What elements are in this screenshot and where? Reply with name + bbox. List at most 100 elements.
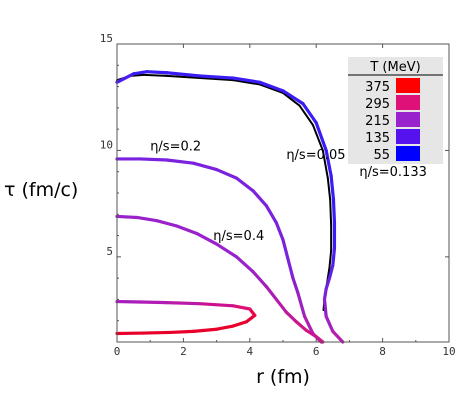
curve-segment (115, 72, 136, 84)
series-curve-3 (116, 73, 333, 312)
curve-segment (231, 320, 249, 328)
y-tick-label: 10 (100, 138, 113, 151)
curve-segment (165, 71, 202, 78)
curve-segment (215, 324, 235, 331)
curve-segment (258, 80, 285, 93)
curve-segment (281, 89, 305, 106)
curve-segment (324, 314, 335, 333)
curve-segment (215, 242, 239, 259)
curve-segment (244, 313, 257, 324)
curve-segment (145, 70, 169, 75)
curve-segment (215, 167, 239, 180)
x-tick-label: 0 (114, 345, 121, 358)
curve-segment (284, 310, 298, 324)
legend-swatch (396, 112, 420, 127)
curve-segment (327, 263, 335, 280)
legend-entry-label: 135 (365, 131, 390, 146)
curve-segment (195, 231, 219, 246)
curve-segment (115, 214, 139, 220)
legend-entry-label: 295 (365, 97, 390, 112)
legend-entry-label: 215 (365, 114, 390, 129)
curve-annotation: η/s=0.4 (213, 229, 264, 244)
curve-segment (165, 301, 202, 306)
curve-segment (314, 121, 328, 153)
x-tick-label: 10 (442, 345, 455, 358)
curve-segment (301, 101, 318, 125)
curve-segment (135, 215, 159, 223)
axis-ticks: 0 2 4 6 8 10 5 10 15 (100, 32, 456, 358)
curve-segment (324, 148, 333, 178)
curve-segment (132, 70, 149, 76)
legend-entry-label: 375 (365, 80, 390, 95)
curve-segment (199, 77, 235, 82)
curve-segment (321, 149, 329, 180)
curve-segment (302, 314, 315, 336)
series-curve-2 (115, 157, 323, 344)
plot-curves (115, 70, 345, 344)
curve-segment (331, 329, 345, 344)
curve-segment (282, 91, 301, 107)
y-tick-label: 15 (100, 32, 113, 45)
x-tick-label: 4 (246, 345, 253, 358)
curve-segment (141, 330, 172, 335)
legend-swatch (396, 95, 420, 110)
curve-segment (264, 285, 278, 302)
curve-segment (165, 74, 201, 80)
curve-segment (296, 291, 307, 319)
curve-segment (168, 329, 195, 335)
curve-segment (286, 257, 295, 280)
curve-segment (251, 189, 268, 208)
x-tick-label: 8 (379, 345, 386, 358)
series-curve-0 (115, 299, 257, 336)
curve-annotation: η/s=0.2 (150, 139, 201, 154)
curve-segment (142, 73, 168, 77)
legend-swatch (396, 129, 420, 144)
curve-segment (322, 297, 328, 319)
curve-segment (294, 320, 308, 332)
curve-segment (328, 249, 333, 269)
curve-segment (258, 83, 284, 94)
curve-segment (198, 302, 235, 308)
curve-annotation: η/s=0.05 (286, 148, 345, 163)
curve-segment (175, 224, 199, 236)
curve-segment (326, 266, 331, 280)
curve-segment (274, 297, 288, 314)
curve-segment (298, 104, 314, 126)
curve-segment (326, 177, 332, 201)
curve-segment (191, 327, 219, 333)
series-curve-4 (115, 70, 345, 344)
legend-entry-label: 55 (373, 148, 390, 163)
curve-segment (281, 238, 290, 261)
x-axis-label: r (fm) (256, 366, 310, 388)
curve-segment (329, 198, 333, 226)
legend-swatch (396, 78, 420, 93)
legend: T (MeV) 375 295 215 135 55 (348, 57, 443, 164)
curve-segment (331, 197, 337, 225)
curve-segment (251, 270, 268, 289)
curve-segment (291, 276, 300, 295)
curve-segment (329, 174, 336, 201)
curve-segment (234, 255, 255, 274)
curve-segment (274, 221, 285, 242)
curve-segment (191, 161, 219, 172)
legend-swatch (396, 146, 420, 161)
curve-segment (311, 123, 324, 152)
curve-segment (165, 158, 195, 165)
curve-segment (324, 276, 332, 291)
curve-segment (311, 331, 323, 344)
curve-segment (234, 176, 255, 193)
y-axis-label: τ (fm/c) (4, 179, 78, 201)
series-curve-1 (115, 214, 325, 344)
curve-segment (331, 246, 337, 267)
curve-segment (138, 300, 169, 305)
x-tick-label: 6 (313, 345, 320, 358)
curve-segment (231, 76, 262, 84)
curve-segment (155, 219, 179, 228)
curve-segment (322, 287, 328, 302)
curve-annotation: η/s=0.133 (359, 165, 427, 180)
curve-segment (231, 304, 252, 311)
curve-segment (232, 79, 261, 86)
curve-segment (264, 204, 278, 225)
curve-segment (138, 157, 169, 162)
